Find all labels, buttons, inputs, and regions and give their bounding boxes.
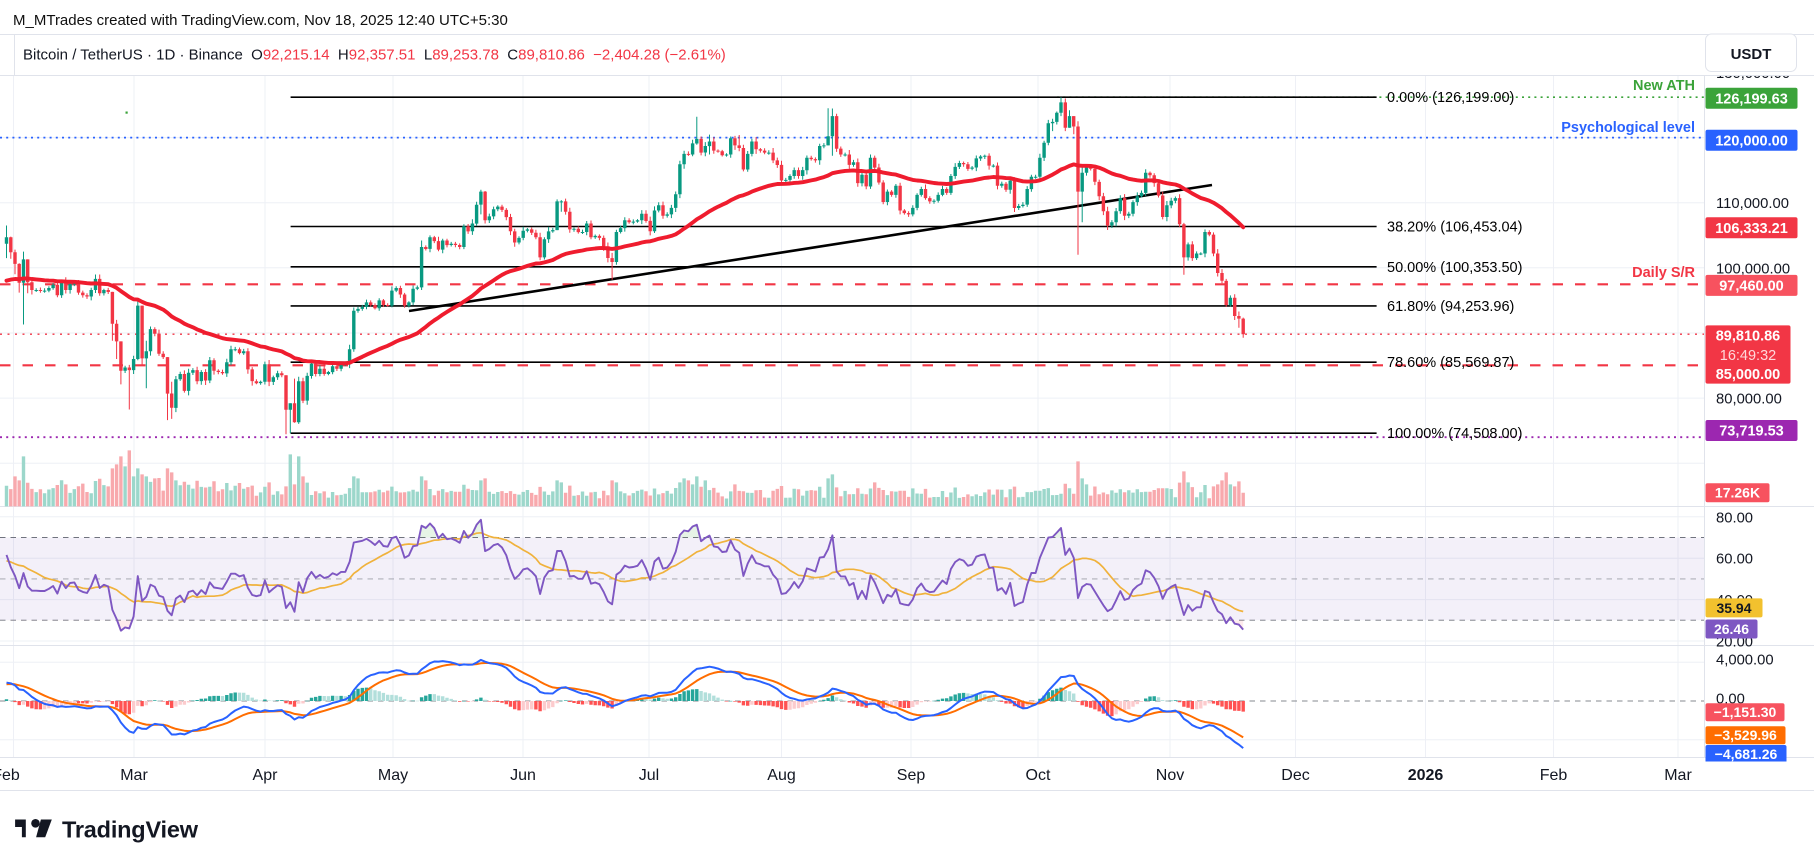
svg-text:130,000.00: 130,000.00 (1716, 66, 1790, 82)
svg-text:Feb: Feb (0, 767, 20, 784)
svg-text:Mar: Mar (1664, 767, 1692, 784)
svg-text:M_MTrades created with Trading: M_MTrades created with TradingView.com, … (13, 12, 508, 29)
svg-text:26.46: 26.46 (1714, 621, 1749, 637)
svg-text:Jul: Jul (639, 767, 659, 784)
svg-text:USDT: USDT (1731, 46, 1772, 63)
svg-text:New ATH: New ATH (1633, 78, 1695, 94)
svg-text:100.00% (74,508.00): 100.00% (74,508.00) (1387, 426, 1522, 442)
svg-text:17.26K: 17.26K (1715, 485, 1760, 501)
svg-text:2026: 2026 (1408, 767, 1444, 784)
svg-text:78.60% (85,569.87): 78.60% (85,569.87) (1387, 355, 1514, 371)
svg-text:Jun: Jun (510, 767, 536, 784)
svg-text:110,000.00: 110,000.00 (1716, 196, 1789, 212)
svg-text:Dec: Dec (1281, 767, 1309, 784)
svg-text:0.00% (126,199.00): 0.00% (126,199.00) (1387, 90, 1514, 106)
svg-text:80.00: 80.00 (1716, 510, 1753, 526)
svg-text:120,000.00: 120,000.00 (1715, 134, 1788, 150)
svg-text:61.80% (94,253.96): 61.80% (94,253.96) (1387, 299, 1514, 315)
svg-text:May: May (378, 767, 408, 784)
svg-text:126,199.63: 126,199.63 (1715, 92, 1788, 108)
svg-text:73,719.53: 73,719.53 (1719, 424, 1784, 440)
svg-text:Nov: Nov (1156, 767, 1184, 784)
svg-text:Oct: Oct (1026, 767, 1051, 784)
svg-text:Daily S/R: Daily S/R (1632, 265, 1695, 281)
svg-text:85,000.00: 85,000.00 (1716, 367, 1781, 383)
svg-text:89,810.86: 89,810.86 (1716, 329, 1781, 345)
svg-text:Feb: Feb (1540, 767, 1568, 784)
svg-text:TradingView: TradingView (62, 816, 199, 842)
svg-text:Mar: Mar (120, 767, 148, 784)
svg-text:Sep: Sep (897, 767, 926, 784)
svg-text:Aug: Aug (767, 767, 795, 784)
svg-text:38.20% (106,453.04): 38.20% (106,453.04) (1387, 220, 1522, 236)
svg-text:−4,681.26: −4,681.26 (1715, 746, 1778, 762)
svg-text:97,460.00: 97,460.00 (1719, 279, 1784, 295)
svg-text:50.00% (100,353.50): 50.00% (100,353.50) (1387, 260, 1522, 276)
svg-text:80,000.00: 80,000.00 (1716, 392, 1782, 408)
svg-text:Bitcoin / TetherUS · 1D · Bina: Bitcoin / TetherUS · 1D · Binance O92,21… (23, 47, 726, 64)
svg-text:100,000.00: 100,000.00 (1716, 261, 1790, 277)
svg-text:−3,529.96: −3,529.96 (1714, 727, 1777, 743)
svg-text:Apr: Apr (253, 767, 279, 784)
svg-text:35.94: 35.94 (1716, 600, 1751, 616)
svg-text:60.00: 60.00 (1716, 552, 1753, 568)
svg-text:4,000.00: 4,000.00 (1716, 653, 1774, 669)
svg-text:106,333.21: 106,333.21 (1715, 221, 1788, 237)
svg-text:−1,151.30: −1,151.30 (1714, 704, 1777, 720)
svg-text:Psychological level: Psychological level (1561, 120, 1695, 136)
svg-text:16:49:32: 16:49:32 (1720, 348, 1776, 364)
